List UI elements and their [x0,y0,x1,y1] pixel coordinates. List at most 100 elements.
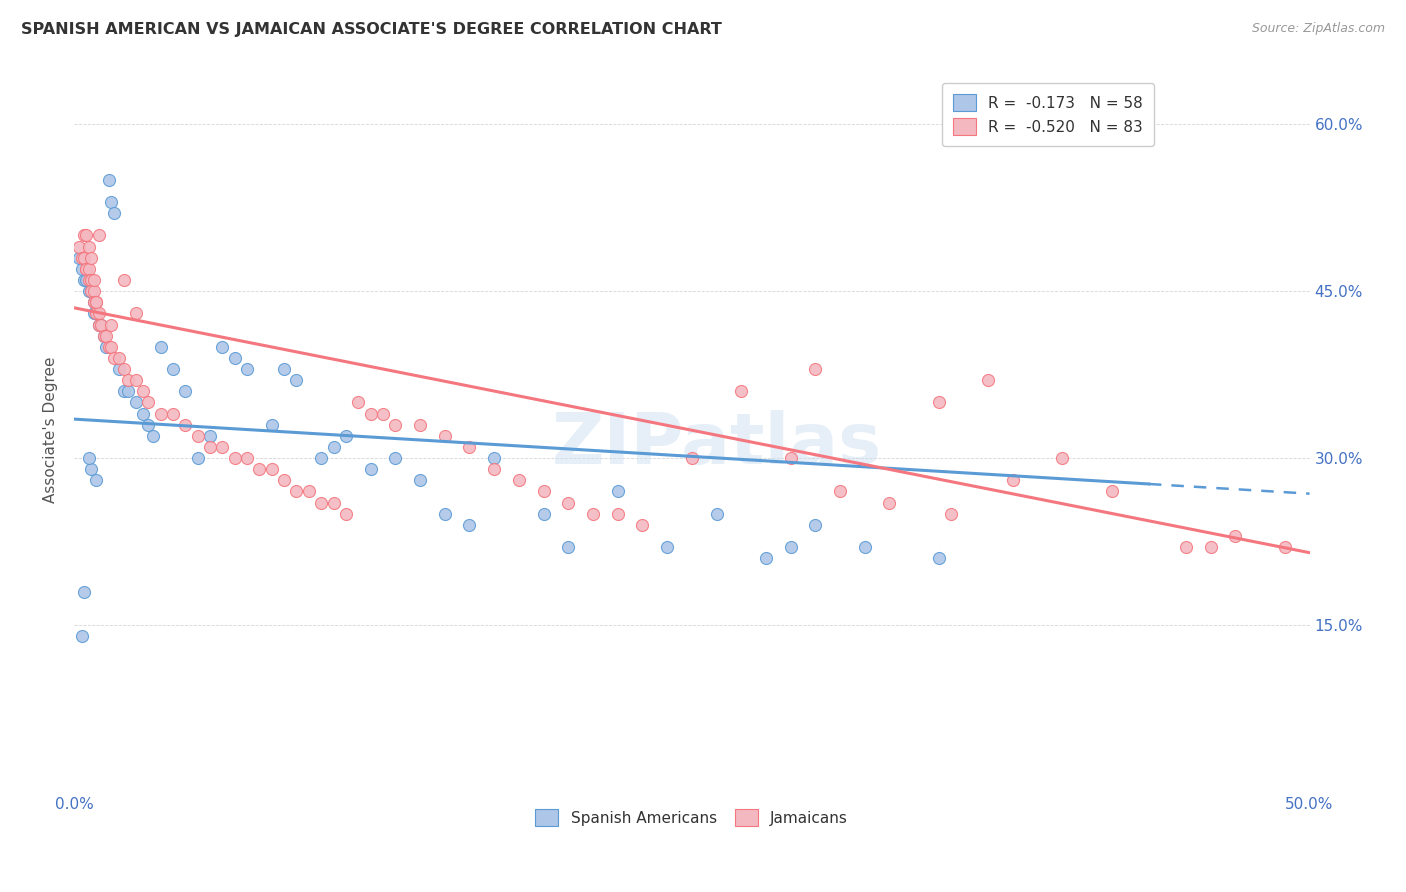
Point [70,251,93,265]
Point [322,495,344,509]
Point [117,384,139,399]
Point [335,507,357,521]
Point [86,306,108,320]
Point [75,261,97,276]
Point [309,451,332,466]
Point [96,328,118,343]
Point [149,340,172,354]
Point [75,261,97,276]
Point [655,540,678,554]
Point [533,484,555,499]
Point [285,373,308,387]
Point [347,395,370,409]
Point [606,484,628,499]
Point [67,251,90,265]
Point [1052,451,1074,466]
Point [779,451,801,466]
Point [90,318,112,332]
Point [125,395,148,409]
Point [136,417,159,432]
Point [273,362,295,376]
Point [112,273,135,287]
Point [371,407,394,421]
Point [224,351,246,365]
Point [273,473,295,487]
Point [260,462,283,476]
Point [458,517,481,532]
Point [132,407,155,421]
Point [80,251,103,265]
Point [198,429,221,443]
Point [433,507,456,521]
Point [384,451,406,466]
Text: SPANISH AMERICAN VS JAMAICAN ASSOCIATE'S DEGREE CORRELATION CHART: SPANISH AMERICAN VS JAMAICAN ASSOCIATE'S… [21,22,721,37]
Point [482,462,505,476]
Point [606,507,628,521]
Point [482,451,505,466]
Point [174,384,197,399]
Point [260,417,283,432]
Point [198,440,221,454]
Point [97,173,120,187]
Point [458,440,481,454]
Point [87,228,110,243]
Point [236,362,259,376]
Point [87,318,110,332]
Point [73,584,96,599]
Point [83,284,105,298]
Point [149,407,172,421]
Point [730,384,752,399]
Point [87,318,110,332]
Point [1001,473,1024,487]
Point [224,451,246,466]
Point [236,451,259,466]
Point [86,295,108,310]
Point [86,306,108,320]
Y-axis label: Associate's Degree: Associate's Degree [44,357,58,503]
Point [755,551,778,566]
Point [631,517,654,532]
Point [1175,540,1198,554]
Point [125,306,148,320]
Point [941,507,963,521]
Point [77,284,100,298]
Point [1101,484,1123,499]
Point [83,295,105,310]
Point [309,495,332,509]
Point [1274,540,1296,554]
Text: Source: ZipAtlas.com: Source: ZipAtlas.com [1251,22,1385,36]
Point [142,429,165,443]
Point [1225,529,1247,543]
Text: ZIPatlas: ZIPatlas [551,410,882,479]
Point [83,273,105,287]
Point [100,318,122,332]
Point [80,273,103,287]
Point [100,195,122,210]
Point [557,495,579,509]
Point [928,551,950,566]
Point [804,517,827,532]
Point [80,462,103,476]
Point [928,395,950,409]
Point [187,451,209,466]
Point [70,261,93,276]
Point [73,273,96,287]
Point [136,395,159,409]
Point [582,507,605,521]
Point [75,228,97,243]
Point [853,540,876,554]
Point [409,473,432,487]
Point [112,362,135,376]
Point [360,462,382,476]
Point [67,239,90,253]
Point [86,473,108,487]
Point [335,429,357,443]
Point [107,362,129,376]
Point [73,251,96,265]
Point [80,284,103,298]
Point [1199,540,1222,554]
Point [211,440,233,454]
Point [433,429,456,443]
Point [86,295,108,310]
Legend: Spanish Americans, Jamaicans: Spanish Americans, Jamaicans [526,800,858,835]
